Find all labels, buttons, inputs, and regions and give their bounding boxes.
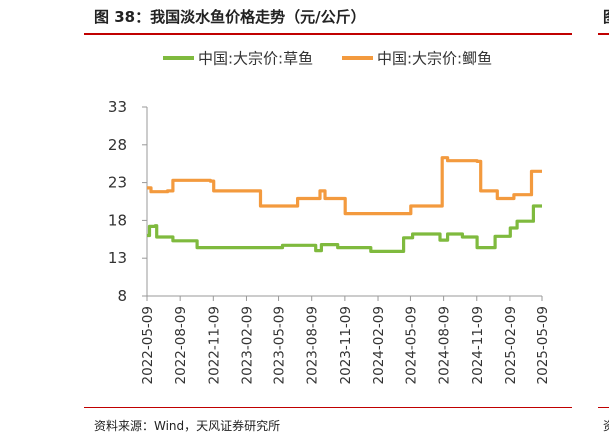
- chart-series: [147, 156, 542, 253]
- adjacent-title-divider: [598, 33, 609, 35]
- x-tick-label: 2024-11-09: [470, 306, 486, 384]
- x-tick-label: 2023-11-09: [338, 306, 354, 384]
- series-line-2: [147, 156, 542, 216]
- x-tick-label: 2022-11-09: [206, 306, 222, 384]
- x-tick-label: 2025-02-09: [503, 306, 519, 384]
- x-tick-label: 2022-08-09: [173, 306, 189, 384]
- title-divider: [84, 33, 572, 35]
- figure-title: 图 38：我国淡水鱼价格走势（元/公斤）: [94, 8, 366, 26]
- chart-legend: 中国:大宗价:草鱼 中国:大宗价:鲫鱼: [163, 50, 492, 68]
- chart-axes: 8 13 18 23 28 33 2022-05-09 2022-08-09 2022-11-0…: [108, 98, 551, 384]
- legend-label-1: 中国:大宗价:草鱼: [198, 50, 313, 68]
- series-line-1: [147, 204, 542, 253]
- x-tick-label: 2024-05-09: [403, 306, 419, 384]
- y-tick-label: 28: [108, 136, 127, 154]
- x-tick-label: 2022-05-09: [140, 306, 156, 384]
- x-tick-label: 2024-02-09: [371, 306, 387, 384]
- x-tick-label: 2025-05-09: [535, 306, 551, 384]
- y-tick-label: 23: [108, 174, 127, 192]
- x-tick-label: 2023-08-09: [305, 306, 321, 384]
- adjacent-figure-title-fragment: 图: [603, 6, 609, 27]
- legend-label-2: 中国:大宗价:鲫鱼: [377, 50, 492, 68]
- source-note: 资料来源：Wind，天风证券研究所: [94, 419, 281, 433]
- adjacent-footer-divider: [598, 407, 609, 408]
- footer-divider: [84, 407, 572, 408]
- x-tick-label: 2023-05-09: [272, 306, 288, 384]
- y-tick-label: 33: [108, 98, 127, 116]
- y-tick-label: 8: [117, 287, 127, 305]
- adjacent-source-fragment: 资: [603, 417, 609, 434]
- y-tick-label: 18: [108, 211, 127, 229]
- x-tick-label: 2024-08-09: [437, 306, 453, 384]
- y-tick-label: 13: [108, 249, 127, 267]
- x-tick-label: 2023-02-09: [239, 306, 255, 384]
